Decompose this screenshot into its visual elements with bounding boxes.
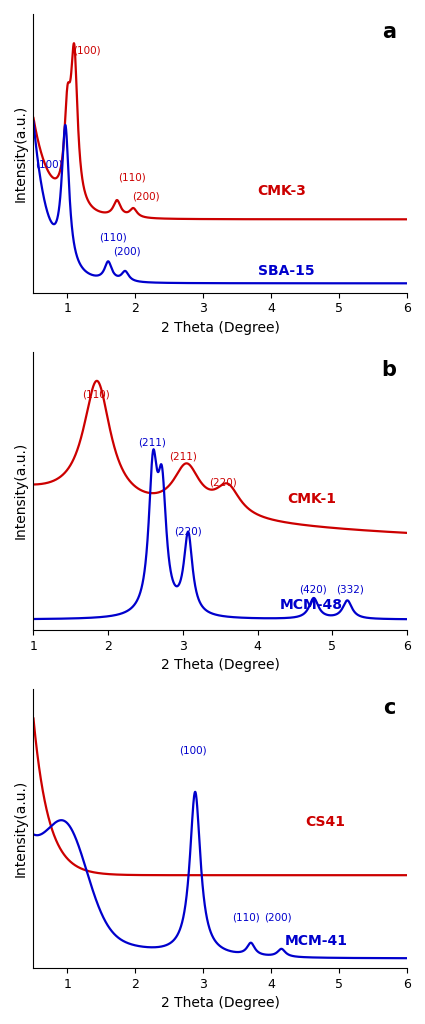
Text: (200): (200) [113, 247, 141, 257]
Y-axis label: Intensity(a.u.): Intensity(a.u.) [14, 780, 28, 878]
X-axis label: 2 Theta (Degree): 2 Theta (Degree) [161, 321, 280, 335]
Text: (110): (110) [232, 912, 260, 923]
Text: SBA-15: SBA-15 [258, 264, 314, 279]
Text: (220): (220) [174, 527, 202, 537]
Text: MCM-48: MCM-48 [280, 598, 343, 612]
Text: (211): (211) [138, 437, 166, 447]
Text: (100): (100) [35, 160, 62, 170]
Text: (110): (110) [99, 232, 127, 242]
Text: CMK-1: CMK-1 [288, 493, 337, 506]
X-axis label: 2 Theta (Degree): 2 Theta (Degree) [161, 658, 280, 673]
Text: MCM-41: MCM-41 [285, 934, 348, 947]
Text: c: c [384, 697, 396, 718]
Text: a: a [382, 23, 396, 42]
Text: (100): (100) [73, 45, 100, 55]
Text: (200): (200) [132, 191, 160, 202]
Text: (420): (420) [299, 585, 326, 594]
Text: CS41: CS41 [305, 815, 345, 829]
Text: CMK-3: CMK-3 [258, 183, 306, 198]
Text: (200): (200) [264, 912, 292, 923]
Text: (100): (100) [179, 745, 207, 756]
Text: b: b [381, 359, 396, 380]
Text: (110): (110) [119, 172, 146, 182]
Text: (220): (220) [209, 478, 237, 488]
X-axis label: 2 Theta (Degree): 2 Theta (Degree) [161, 996, 280, 1010]
Text: (211): (211) [170, 452, 197, 461]
Y-axis label: Intensity(a.u.): Intensity(a.u.) [14, 442, 28, 540]
Text: (332): (332) [336, 585, 364, 594]
Text: (110): (110) [82, 390, 110, 400]
Y-axis label: Intensity(a.u.): Intensity(a.u.) [14, 104, 28, 202]
